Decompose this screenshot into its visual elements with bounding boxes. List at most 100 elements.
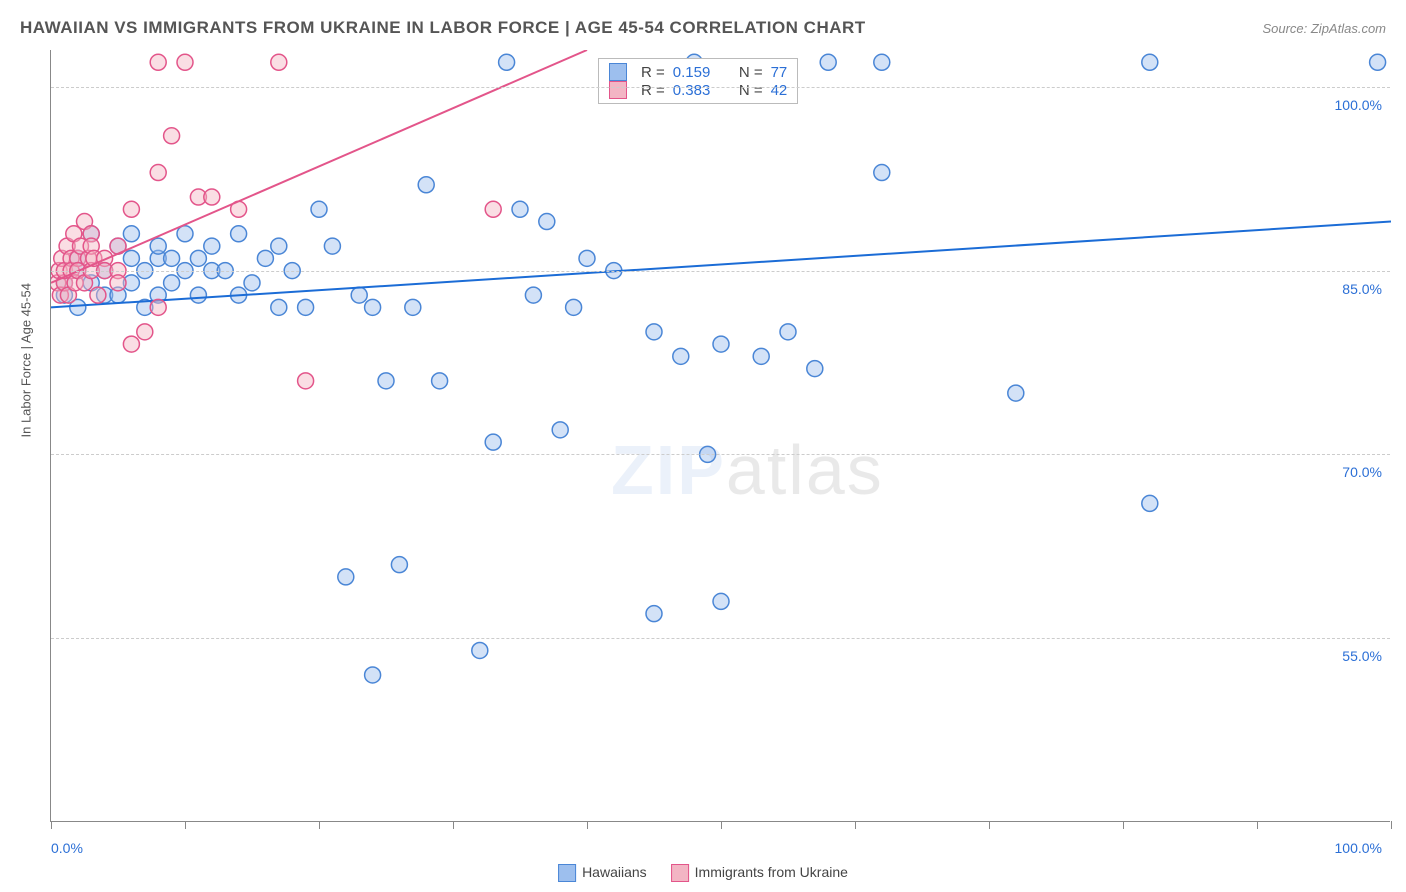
ukraine-point (485, 201, 501, 217)
y-tick-label: 85.0% (1342, 281, 1382, 297)
source-label: Source: ZipAtlas.com (1262, 21, 1386, 36)
ukraine-point (137, 324, 153, 340)
x-tick (1391, 821, 1392, 829)
r-label: R = (641, 64, 665, 81)
swatch-icon (609, 81, 627, 99)
swatch-icon (558, 864, 576, 882)
hawaiians-point (324, 238, 340, 254)
hawaiians-point (190, 287, 206, 303)
gridline (51, 87, 1390, 88)
hawaiians-point (874, 54, 890, 70)
r-value: 0.159 (673, 64, 711, 81)
n-label: N = (739, 82, 763, 99)
legend-item-hawaiians: Hawaiians (558, 864, 647, 882)
hawaiians-point (231, 226, 247, 242)
x-tick (51, 821, 52, 829)
ukraine-point (177, 54, 193, 70)
stats-row-hawaiians: R = 0.159 N = 77 (609, 63, 787, 81)
legend-label: Hawaiians (582, 864, 647, 880)
ukraine-point (150, 299, 166, 315)
n-value: 42 (771, 82, 788, 99)
hawaiians-point (311, 201, 327, 217)
x-tick (855, 821, 856, 829)
hawaiians-point (123, 226, 139, 242)
legend-label: Immigrants from Ukraine (695, 864, 848, 880)
scatter-plot-svg (51, 50, 1391, 822)
legend-bottom: Hawaiians Immigrants from Ukraine (558, 864, 848, 882)
gridline (51, 454, 1390, 455)
hawaiians-point (204, 238, 220, 254)
ukraine-point (150, 165, 166, 181)
ukraine-point (150, 54, 166, 70)
hawaiians-point (351, 287, 367, 303)
ukraine-point (123, 201, 139, 217)
hawaiians-trend-line (51, 222, 1391, 308)
hawaiians-point (512, 201, 528, 217)
hawaiians-point (713, 336, 729, 352)
hawaiians-point (780, 324, 796, 340)
ukraine-point (90, 287, 106, 303)
hawaiians-point (257, 250, 273, 266)
gridline (51, 271, 1390, 272)
hawaiians-point (244, 275, 260, 291)
hawaiians-point (807, 361, 823, 377)
hawaiians-point (391, 557, 407, 573)
hawaiians-point (338, 569, 354, 585)
hawaiians-point (271, 299, 287, 315)
y-axis-title: In Labor Force | Age 45-54 (19, 283, 34, 437)
hawaiians-point (418, 177, 434, 193)
chart-title: HAWAIIAN VS IMMIGRANTS FROM UKRAINE IN L… (20, 18, 866, 38)
hawaiians-point (1142, 495, 1158, 511)
hawaiians-point (298, 299, 314, 315)
hawaiians-point (472, 642, 488, 658)
y-tick-label: 55.0% (1342, 648, 1382, 664)
hawaiians-point (1008, 385, 1024, 401)
hawaiians-point (646, 324, 662, 340)
hawaiians-point (874, 165, 890, 181)
hawaiians-point (164, 250, 180, 266)
hawaiians-point (271, 238, 287, 254)
x-tick (587, 821, 588, 829)
hawaiians-point (123, 250, 139, 266)
hawaiians-point (539, 214, 555, 230)
x-tick (1257, 821, 1258, 829)
r-label: R = (641, 82, 665, 99)
hawaiians-point (164, 275, 180, 291)
ukraine-point (298, 373, 314, 389)
n-label: N = (739, 64, 763, 81)
hawaiians-point (673, 348, 689, 364)
gridline (51, 638, 1390, 639)
hawaiians-point (646, 606, 662, 622)
ukraine-point (164, 128, 180, 144)
hawaiians-point (499, 54, 515, 70)
x-tick (1123, 821, 1124, 829)
x-tick (453, 821, 454, 829)
ukraine-point (271, 54, 287, 70)
x-tick-label: 0.0% (51, 840, 83, 856)
x-tick (989, 821, 990, 829)
stats-row-ukraine: R = 0.383 N = 42 (609, 81, 787, 99)
hawaiians-point (485, 434, 501, 450)
x-tick-label: 100.0% (1335, 840, 1382, 856)
hawaiians-point (525, 287, 541, 303)
legend-item-ukraine: Immigrants from Ukraine (671, 864, 848, 882)
x-tick (721, 821, 722, 829)
hawaiians-point (753, 348, 769, 364)
ukraine-trend-line (51, 50, 587, 283)
chart-area: ZIPatlas R = 0.159 N = 77R = 0.383 N = 4… (50, 50, 1390, 822)
hawaiians-point (1370, 54, 1386, 70)
hawaiians-point (820, 54, 836, 70)
swatch-icon (609, 63, 627, 81)
hawaiians-point (150, 238, 166, 254)
hawaiians-point (579, 250, 595, 266)
hawaiians-point (432, 373, 448, 389)
y-tick-label: 70.0% (1342, 464, 1382, 480)
hawaiians-point (378, 373, 394, 389)
x-tick (185, 821, 186, 829)
ukraine-point (123, 336, 139, 352)
ukraine-point (204, 189, 220, 205)
y-tick-label: 100.0% (1335, 97, 1382, 113)
hawaiians-point (1142, 54, 1158, 70)
n-value: 77 (771, 64, 788, 81)
hawaiians-point (405, 299, 421, 315)
